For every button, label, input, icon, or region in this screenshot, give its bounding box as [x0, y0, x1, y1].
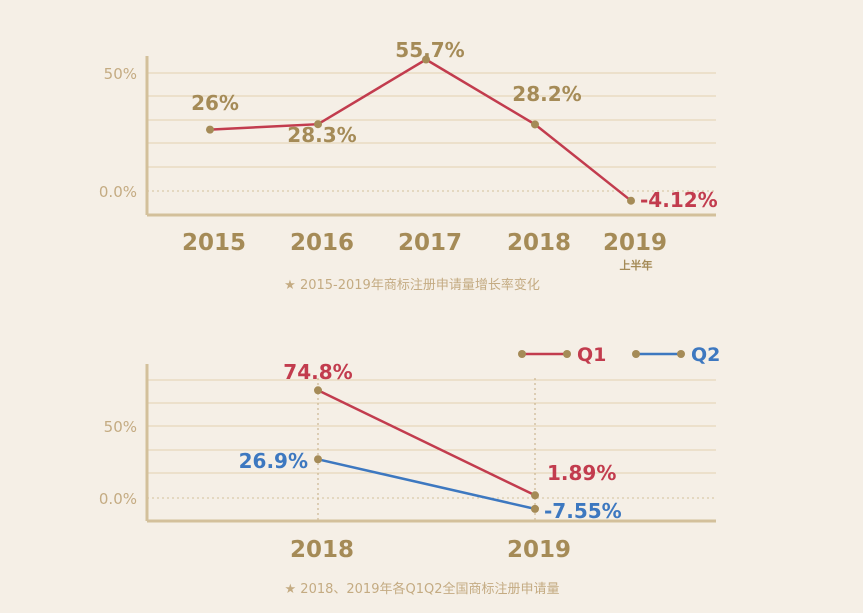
chart2-legend-label: Q1 — [577, 344, 606, 366]
chart1-data-point — [531, 120, 539, 129]
chart1-xtick-sublabel: 上半年 — [620, 258, 653, 272]
chart1-xtick-label: 2016 — [290, 230, 354, 256]
chart2-data-point — [531, 504, 539, 513]
chart1-data-label: -4.12% — [640, 188, 718, 212]
chart1-data-point — [206, 125, 214, 134]
chart2-series-line-q1 — [317, 389, 536, 497]
chart2-data-label: 26.9% — [239, 449, 308, 473]
chart1-caption: ★ 2015-2019年商标注册申请量增长率变化 — [284, 277, 540, 293]
chart1-xtick-label: 2018 — [507, 230, 571, 256]
chart2-data-label: 74.8% — [283, 360, 352, 384]
chart2-data-point — [314, 386, 322, 395]
chart1-data-point — [314, 120, 322, 129]
chart2-xtick-label: 2018 — [290, 537, 354, 563]
chart1-data-point — [422, 55, 430, 64]
chart2-data-point — [314, 455, 322, 464]
chart2-legend-label: Q2 — [691, 344, 720, 366]
chart2-ytick-label: 50% — [104, 418, 137, 436]
chart1-series-line — [209, 58, 632, 202]
chart1-ytick-label: 0.0% — [99, 183, 137, 201]
chart1-data-label: 28.2% — [512, 82, 581, 106]
chart2-legend-marker — [677, 350, 685, 358]
chart1-data-label: 26% — [191, 91, 239, 115]
chart1-xtick-label: 2017 — [398, 230, 462, 256]
chart2-data-point — [531, 491, 539, 500]
chart2-ytick-label: 0.0% — [99, 490, 137, 508]
chart2-legend-marker — [563, 350, 571, 358]
chart1-xtick-label: 2015 — [182, 230, 246, 256]
chart1-data-label: 28.3% — [287, 123, 356, 147]
chart1-ytick-label: 50% — [104, 65, 137, 83]
chart2-xtick-label: 2019 — [507, 537, 571, 563]
chart1-data-label: 55.7% — [395, 38, 464, 62]
chart2-data-label: -7.55% — [544, 499, 622, 523]
chart2-caption: ★ 2018、2019年各Q1Q2全国商标注册申请量 — [285, 581, 560, 597]
chart1-xtick-label: 2019 — [603, 230, 667, 256]
chart2-data-label: 1.89% — [547, 461, 616, 485]
chart1-data-point — [627, 196, 635, 205]
chart2-legend-marker — [518, 350, 526, 358]
chart2-series-line-q2 — [317, 458, 536, 511]
chart2-legend-marker — [632, 350, 640, 358]
